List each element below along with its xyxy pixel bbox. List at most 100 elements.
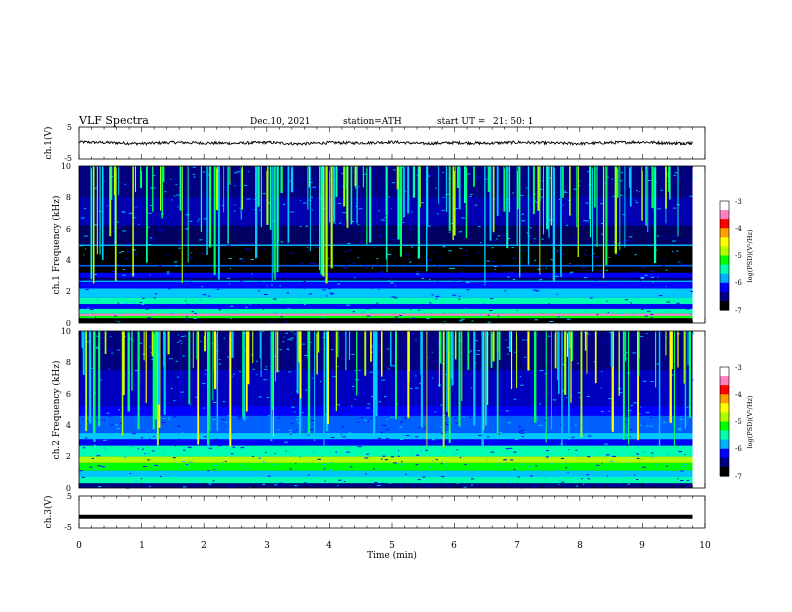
spectrogram-speckle (152, 187, 156, 189)
spectrogram-speckle (659, 274, 663, 276)
spectrogram-speckle (230, 485, 233, 487)
spectrogram-band (79, 225, 693, 245)
spectrogram-speckle (341, 172, 345, 174)
spectrogram-speckle (665, 465, 668, 467)
spectrogram-speckle (271, 196, 275, 198)
spectrogram-speckle (85, 289, 89, 291)
spectrogram-speckle (674, 221, 679, 223)
ch2-spectrogram-yticks: 0 2 4 6 8 10 (61, 327, 71, 493)
spectrogram-speckle (414, 375, 417, 377)
spectrogram-speckle (265, 472, 269, 474)
ch1-spectrogram-panel: 0 2 4 6 8 10 ch.1 Frequency (kHz) (51, 162, 706, 328)
sferic-streak (121, 331, 124, 436)
spectrogram-speckle (656, 363, 659, 365)
spectrogram-speckle (152, 237, 155, 239)
colorbar-2-segment (720, 430, 729, 441)
sferic-streak (577, 166, 579, 257)
spectrogram-speckle (564, 190, 567, 192)
spectrogram-speckle (192, 173, 196, 175)
spectrogram-speckle (284, 321, 288, 323)
spectrogram-speckle (189, 365, 193, 367)
spectrogram-speckle (397, 450, 399, 452)
spectrogram-speckle (519, 376, 522, 377)
sferic-streak (271, 331, 274, 410)
xtick-label-1: 1 (139, 541, 145, 551)
spectrogram-speckle (485, 279, 489, 281)
spectrogram-speckle (381, 379, 386, 381)
sferic-streak (397, 166, 400, 240)
sferic-streak (426, 166, 428, 272)
spectrogram-speckle (639, 280, 641, 282)
sferic-streak (260, 166, 262, 228)
spectrogram-speckle (466, 211, 470, 213)
spectrogram-speckle (322, 464, 327, 465)
spectrogram-speckle (253, 174, 255, 176)
spectrogram-speckle (347, 445, 350, 447)
spectrogram-speckle (545, 267, 547, 269)
spectrogram-speckle (291, 406, 295, 408)
spectrogram-speckle (94, 295, 97, 297)
spectrogram-speckle (399, 315, 402, 316)
spectrogram-speckle (234, 412, 236, 414)
spectrogram-speckle (359, 465, 361, 467)
spectrogram-speckle (557, 469, 560, 471)
spectrogram-speckle (307, 239, 311, 241)
spectrogram-speckle (194, 313, 197, 315)
spectrogram-speckle (322, 264, 327, 266)
spectrogram-speckle (456, 482, 460, 484)
spectrogram-speckle (351, 405, 353, 407)
spectrogram-speckle (80, 359, 83, 360)
xtick-label-0: 0 (76, 541, 82, 551)
spectrogram-speckle (102, 402, 104, 404)
spectrogram-speckle (378, 235, 383, 237)
spectrogram-speckle (220, 219, 225, 221)
spectrogram-speckle (635, 199, 637, 201)
spectrogram-speckle (429, 475, 432, 477)
sferic-streak (143, 331, 145, 361)
spectrogram-speckle (158, 184, 161, 186)
date-label: Dec.10, 2021 (250, 117, 311, 127)
spectrogram-speckle (434, 411, 437, 413)
spectrogram-speckle (503, 459, 507, 461)
spectrogram-speckle (123, 457, 127, 459)
spectrogram-speckle (463, 365, 468, 366)
spectrogram-speckle (288, 394, 291, 396)
spectrogram-speckle (522, 361, 526, 363)
sferic-streak (665, 166, 667, 209)
spectrogram-speckle (274, 396, 277, 398)
ch2-cbar-tick-m5: -5 (735, 418, 742, 426)
spectrogram-speckle (614, 378, 618, 380)
spectrogram-speckle (347, 260, 350, 262)
sferic-streak (314, 331, 316, 442)
spectrogram-band (79, 313, 693, 316)
sferic-streak (453, 166, 456, 236)
spectrogram-speckle (391, 365, 395, 367)
spectrogram-speckle (632, 304, 634, 306)
spectrogram-speckle (337, 485, 339, 487)
spectrogram-speckle (85, 220, 89, 222)
spectrogram-speckle (362, 222, 364, 224)
spectrogram-speckle (181, 343, 183, 344)
spectrogram-speckle (309, 196, 313, 198)
spectrogram-speckle (87, 307, 89, 309)
spectrogram-speckle (607, 311, 609, 313)
ch2-colorbar-label: log(PSD)(V²/Hz) (746, 395, 754, 448)
spectrogram-speckle (244, 248, 249, 250)
spectrogram-speckle (455, 485, 457, 486)
spectrogram-speckle (486, 201, 489, 203)
ch1-spec-ytick-8: 8 (66, 193, 71, 202)
spectrogram-speckle (449, 385, 453, 387)
spectrogram-speckle (290, 337, 295, 339)
spectrogram-band (79, 433, 693, 440)
spectrogram-speckle (399, 426, 403, 428)
spectrogram-speckle (452, 268, 456, 269)
spectrogram-speckle (163, 418, 166, 419)
spectrogram-speckle (487, 321, 491, 323)
spectrogram-speckle (341, 426, 344, 428)
spectrogram-speckle (282, 396, 286, 398)
spectrogram-band (79, 445, 693, 457)
spectrogram-speckle (539, 370, 544, 371)
spectrogram-speckle (178, 230, 182, 231)
spectrogram-speckle (149, 186, 153, 188)
colorbar-2-segment (720, 466, 729, 477)
